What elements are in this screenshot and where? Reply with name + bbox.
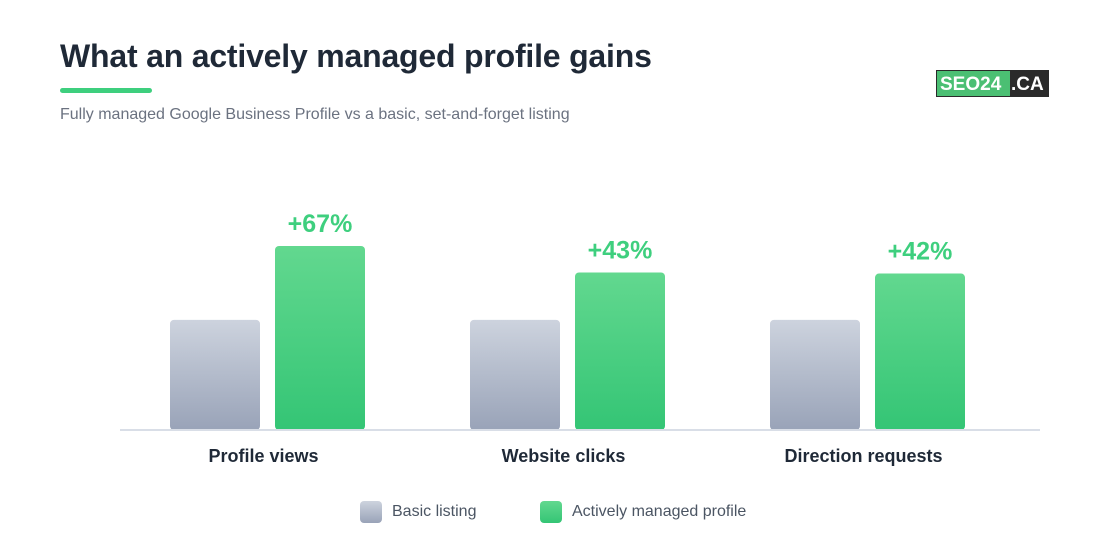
legend-item-managed: Actively managed profile (540, 500, 746, 524)
category-label-2: Website clicks (502, 446, 626, 466)
bar-managed-2 (575, 272, 665, 430)
title-accent-bar (60, 88, 152, 93)
bar-managed-3 (875, 273, 965, 430)
legend-label-basic: Basic listing (392, 503, 477, 520)
data-label-2: +43% (588, 236, 653, 264)
logo-text-left: SEO24 (940, 74, 1002, 95)
seo24-logo: SEO24 .CA (936, 70, 1049, 97)
legend-swatch-managed (540, 501, 562, 523)
logo-text-right: .CA (1011, 74, 1044, 95)
logo-border (936, 70, 1049, 97)
bar-basic-1 (170, 319, 260, 430)
bars-group (170, 246, 965, 430)
logo-left-block (936, 70, 1010, 97)
labels-group: +67% Profile views +43% Website clicks +42% D… (208, 210, 952, 466)
logo-right-block (1010, 70, 1049, 97)
category-label-3: Direction requests (784, 446, 942, 466)
data-label-1: +67% (288, 210, 353, 238)
bar-basic-2 (470, 319, 560, 430)
chart-title: What an actively managed profile gains (60, 38, 652, 74)
category-label-1: Profile views (208, 446, 318, 466)
bar-basic-3 (770, 319, 860, 430)
legend-label-managed: Actively managed profile (572, 503, 747, 520)
legend-swatch-basic (360, 501, 382, 523)
legend-item-basic: Basic listing (360, 500, 476, 524)
data-label-3: +42% (888, 238, 953, 266)
legend: Basic listing Actively managed profile (0, 500, 1100, 524)
chart-subtitle: Fully managed Google Business Profile vs… (60, 106, 570, 123)
bar-managed-1 (275, 246, 365, 430)
